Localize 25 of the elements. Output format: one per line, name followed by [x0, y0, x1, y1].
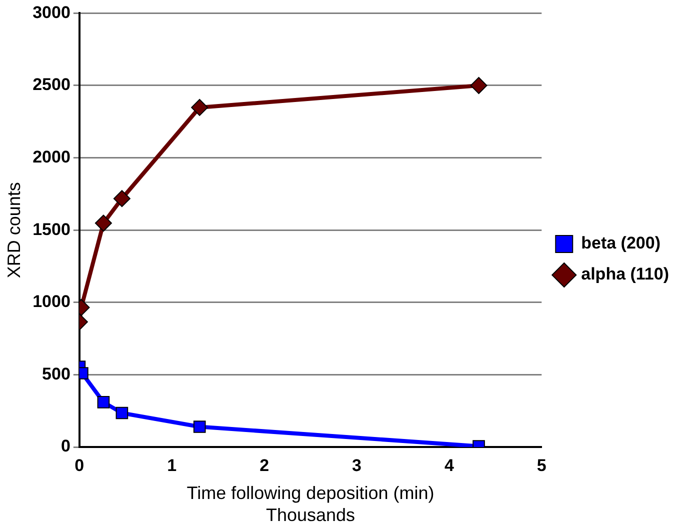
legend-label: alpha (110): [581, 264, 670, 284]
y-tick-label: 2000: [32, 147, 70, 166]
x-tick-label: 4: [444, 456, 454, 475]
x-tick-label: 0: [74, 456, 84, 475]
y-axis-title: XRD counts: [4, 182, 24, 278]
y-tick-label: 2500: [32, 75, 70, 94]
y-tick-label: 0: [60, 436, 70, 456]
x-tick-label: 2: [260, 456, 270, 475]
y-tick-label: 1000: [32, 292, 70, 312]
legend-label: beta (200): [581, 234, 661, 253]
x-tick-label: 5: [536, 456, 546, 475]
point: [97, 396, 110, 408]
point: [113, 190, 130, 208]
y-tick-label: 1500: [32, 220, 70, 239]
x-tick-label: 3: [352, 456, 362, 475]
text: Thousands: [266, 504, 356, 525]
point: [116, 406, 128, 420]
y-tick-label: 3000: [32, 2, 70, 22]
x-axis-title: Time following deposition (min): [186, 483, 434, 504]
point: [193, 420, 206, 433]
y-tick-label: 500: [42, 364, 70, 384]
x-tick-label: 1: [167, 456, 177, 475]
point: [191, 98, 208, 116]
point: [94, 214, 112, 232]
point: [470, 77, 488, 94]
